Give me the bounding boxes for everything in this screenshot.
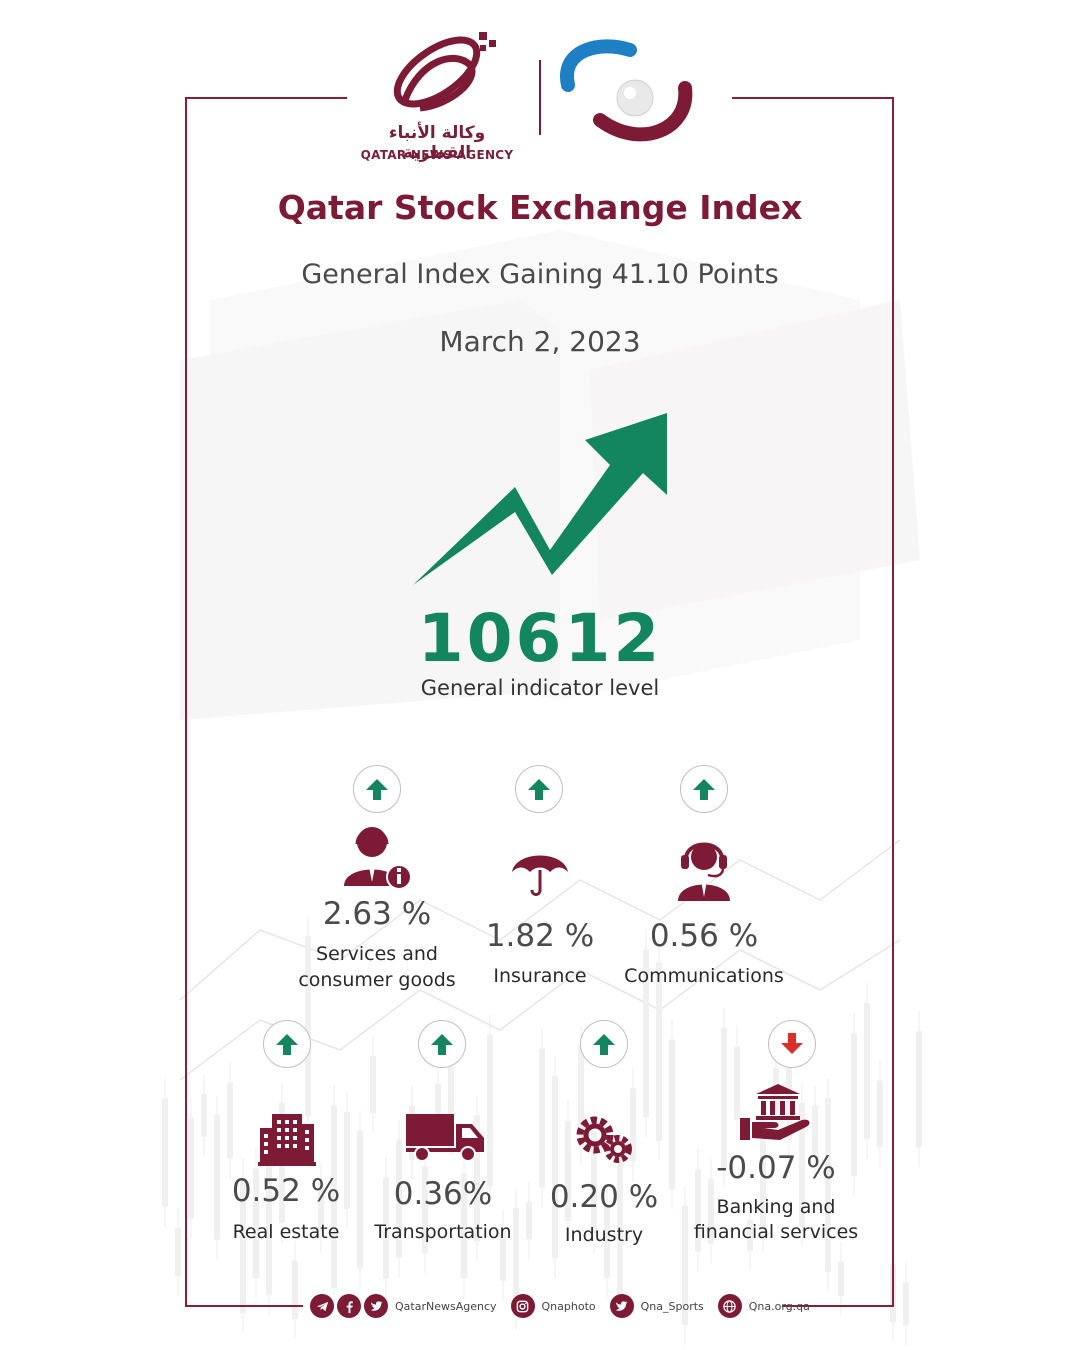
sector-change-banking: -0.07 % bbox=[716, 1150, 836, 1186]
social-handle[interactable]: QatarNewsAgency bbox=[395, 1299, 497, 1313]
sector-name-insurance: Insurance bbox=[493, 965, 587, 987]
sector-name-services-line2: consumer goods bbox=[298, 969, 456, 991]
social-group-website: Qna.org.qa bbox=[717, 1294, 810, 1318]
gears-icon bbox=[576, 1116, 632, 1163]
social-footer: QatarNewsAgency Qnaphoto Qna_Sports Qna.… bbox=[310, 1292, 824, 1320]
report-date: March 2, 2023 bbox=[439, 325, 641, 358]
page-subtitle: General Index Gaining 41.10 Points bbox=[301, 259, 779, 290]
up-arrow-badge bbox=[680, 765, 728, 813]
down-arrow-badge bbox=[768, 1020, 816, 1068]
index-label: General indicator level bbox=[420, 676, 660, 700]
customer-service-icon bbox=[344, 827, 412, 890]
social-group-sports: Qna_Sports bbox=[609, 1294, 704, 1318]
sector-change-transportation: 0.36% bbox=[393, 1176, 493, 1212]
arrow-up-icon bbox=[593, 1034, 615, 1055]
arrow-up-icon bbox=[693, 779, 715, 800]
website-link[interactable]: Qna.org.qa bbox=[748, 1299, 810, 1313]
instagram-icon[interactable] bbox=[510, 1294, 535, 1318]
pearl-logo-icon bbox=[560, 39, 693, 142]
sector-name-banking-line2: financial services bbox=[693, 1221, 859, 1243]
sector-name-communications: Communications bbox=[624, 965, 784, 987]
sector-name-transportation: Transportation bbox=[374, 1221, 512, 1243]
arrow-up-icon bbox=[366, 779, 388, 800]
index-value: 10612 bbox=[417, 600, 663, 677]
up-arrow-badge bbox=[353, 765, 401, 813]
up-arrow-badge bbox=[263, 1020, 311, 1068]
arrow-down-icon bbox=[781, 1033, 803, 1054]
sector-change-communications: 0.56 % bbox=[649, 918, 759, 954]
bank-hand-icon bbox=[740, 1084, 810, 1140]
up-arrow-badge bbox=[580, 1020, 628, 1068]
twitter-icon[interactable] bbox=[609, 1294, 634, 1318]
page-title: Qatar Stock Exchange Index bbox=[277, 188, 803, 227]
instagram-handle[interactable]: Qnaphoto bbox=[541, 1299, 596, 1313]
agency-name-english: QATAR NEWS AGENCY bbox=[360, 148, 514, 162]
frame-top-left bbox=[185, 97, 347, 99]
up-trend-arrow-icon bbox=[413, 413, 667, 585]
twitter-sports-handle[interactable]: Qna_Sports bbox=[640, 1299, 704, 1313]
sector-name-banking-line1: Banking and bbox=[716, 1196, 836, 1218]
sector-change-insurance: 1.82 % bbox=[485, 918, 595, 954]
sector-change-real-estate: 0.52 % bbox=[231, 1173, 341, 1209]
up-arrow-badge bbox=[515, 765, 563, 813]
social-group-instagram: Qnaphoto bbox=[510, 1294, 596, 1318]
building-icon bbox=[258, 1114, 316, 1166]
headset-operator-icon bbox=[678, 842, 730, 901]
social-group-main: QatarNewsAgency bbox=[310, 1294, 497, 1318]
sector-name-services-line1: Services and bbox=[316, 943, 438, 965]
logos-header bbox=[393, 32, 693, 142]
arrow-up-icon bbox=[528, 779, 550, 800]
agency-name-arabic: وكالة الأنباء القطرية bbox=[388, 123, 486, 163]
frame-top-right bbox=[732, 97, 894, 99]
frame-left bbox=[185, 97, 187, 1307]
arrow-up-icon bbox=[431, 1034, 453, 1055]
qna-logo-icon bbox=[393, 32, 496, 112]
umbrella-icon bbox=[512, 855, 568, 896]
telegram-icon[interactable] bbox=[310, 1294, 334, 1318]
truck-icon bbox=[406, 1114, 484, 1162]
sector-name-real-estate: Real estate bbox=[232, 1221, 340, 1243]
globe-icon[interactable] bbox=[717, 1294, 742, 1318]
facebook-icon[interactable] bbox=[337, 1294, 361, 1318]
frame-bottom-right bbox=[782, 1305, 894, 1307]
arrow-up-icon bbox=[276, 1034, 298, 1055]
frame-bottom-left bbox=[185, 1305, 303, 1307]
frame-right bbox=[892, 97, 894, 1307]
candlestick-decoration bbox=[162, 916, 922, 1346]
twitter-icon[interactable] bbox=[364, 1294, 388, 1318]
sector-change-services: 2.63 % bbox=[322, 896, 432, 932]
sector-name-industry: Industry bbox=[564, 1224, 644, 1246]
sector-change-industry: 0.20 % bbox=[549, 1179, 659, 1215]
up-arrow-badge bbox=[418, 1020, 466, 1068]
